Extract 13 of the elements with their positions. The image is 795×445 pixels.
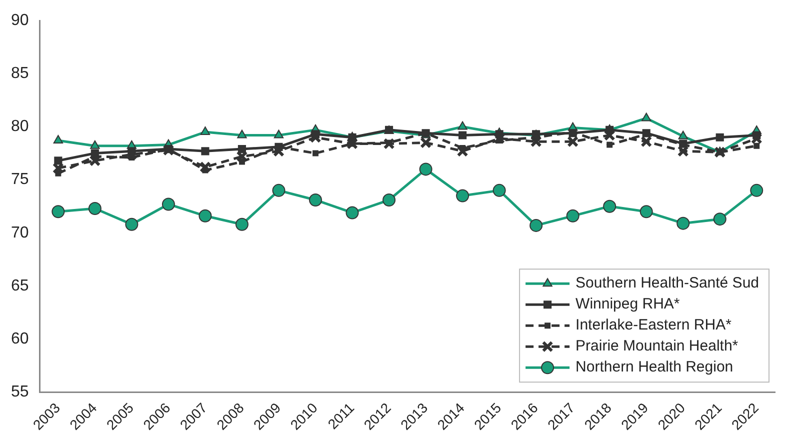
legend-label: Southern Health-Santé Sud xyxy=(576,274,760,292)
y-tick-label: 85 xyxy=(11,65,29,82)
y-tick-label: 55 xyxy=(11,384,29,401)
y-tick-label: 80 xyxy=(11,118,29,136)
legend-label: Winnipeg RHA* xyxy=(576,296,680,313)
legend-label: Northern Health Region xyxy=(576,358,734,376)
y-tick-label: 70 xyxy=(11,224,29,242)
legend-label: Prairie Mountain Health* xyxy=(576,338,738,355)
y-tick-label: 90 xyxy=(11,12,29,30)
y-tick-label: 65 xyxy=(11,277,29,294)
y-tick-label: 60 xyxy=(11,330,29,348)
y-tick-label: 75 xyxy=(11,171,29,188)
legend-label: Interlake-Eastern RHA* xyxy=(576,316,732,334)
